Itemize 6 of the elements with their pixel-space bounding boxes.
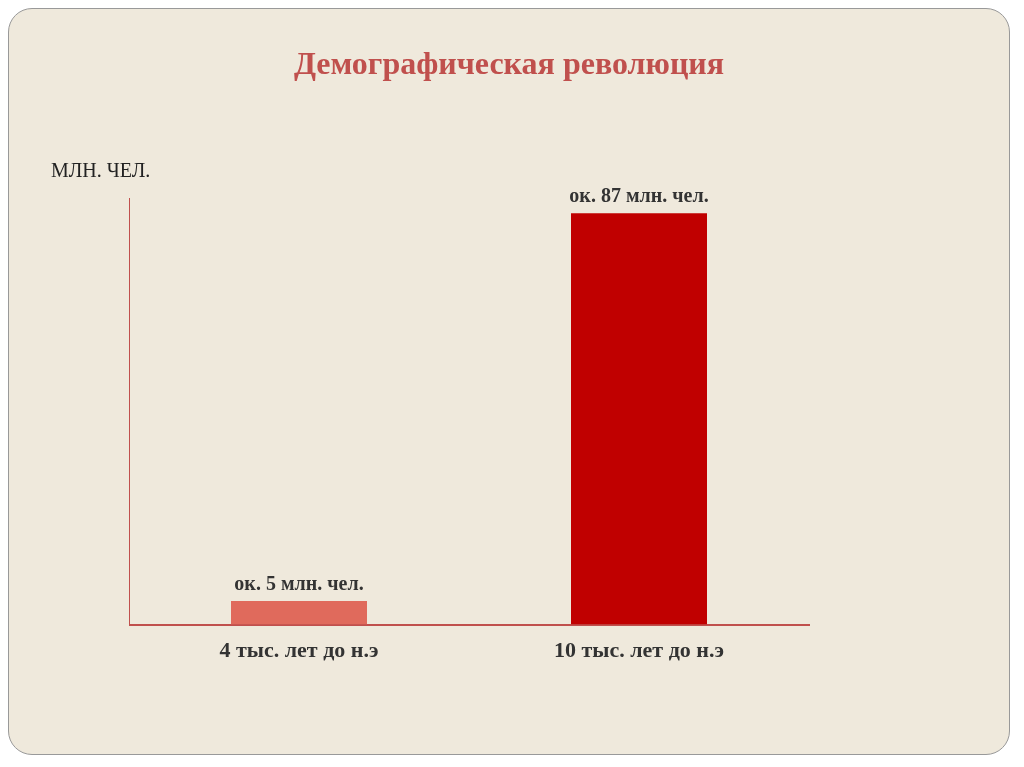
- data-label: ок. 87 млн. чел.: [569, 184, 709, 207]
- data-label: ок. 5 млн. чел.: [234, 572, 364, 595]
- y-axis-title: МЛН. ЧЕЛ.: [51, 159, 151, 182]
- x-tick-label: 10 тыс. лет до н.э: [554, 637, 724, 663]
- chart-title: Демографическая революция: [292, 44, 726, 82]
- x-tick-label: 4 тыс. лет до н.э: [219, 637, 379, 663]
